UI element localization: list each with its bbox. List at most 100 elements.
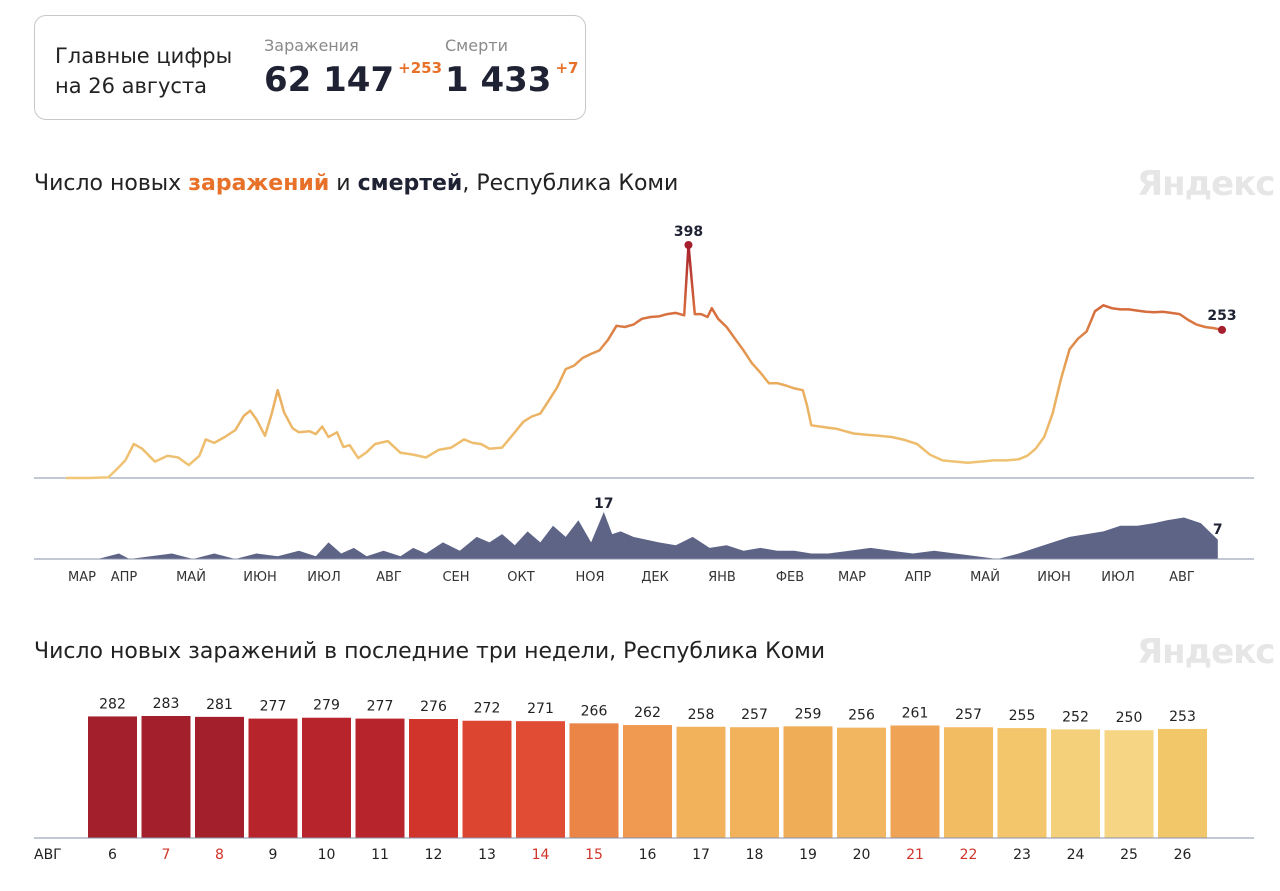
day-label: 12 — [425, 847, 443, 863]
chart1-title-and: и — [329, 171, 358, 196]
deaths-area — [66, 512, 1218, 559]
month-label: МАР — [68, 570, 96, 585]
bar-value-label: 276 — [420, 699, 447, 715]
day-label: 14 — [532, 847, 550, 863]
day-label: 24 — [1067, 847, 1085, 863]
bar-value-label: 255 — [1009, 708, 1036, 724]
bar-value-label: 256 — [848, 708, 875, 724]
infections-last-label: 253 — [1207, 308, 1236, 324]
bar-value-label: 258 — [688, 707, 715, 723]
day-label: 17 — [692, 847, 710, 863]
chart1-title: Число новых заражений и смертей, Республ… — [34, 171, 678, 196]
bar-value-label: 272 — [474, 701, 501, 717]
bar[interactable] — [1104, 730, 1154, 838]
month-label: МАР — [838, 570, 866, 585]
infections-last-marker — [1218, 325, 1226, 334]
infections-stat: Заражения 62 147 +253 — [264, 36, 442, 100]
day-label: 10 — [318, 847, 336, 863]
infections-line — [66, 243, 1223, 480]
chart1-title-infections: заражений — [188, 171, 330, 196]
infections-label: Заражения — [264, 36, 359, 55]
bar-value-label: 250 — [1116, 710, 1143, 726]
month-label: АВГ — [1169, 570, 1195, 585]
bar-value-label: 257 — [955, 707, 982, 723]
deaths-label: Смерти — [445, 36, 508, 55]
month-label: ДЕК — [641, 570, 669, 585]
bar[interactable] — [1158, 728, 1207, 838]
deaths-stat: Смерти 1 433 +7 — [445, 36, 578, 100]
deaths-value: 1 433 — [445, 60, 552, 100]
chart1-title-suffix: , Республика Коми — [462, 171, 679, 196]
bar[interactable] — [88, 716, 137, 838]
bar[interactable] — [409, 719, 458, 838]
bar-value-label: 257 — [741, 707, 768, 723]
bar-value-label: 281 — [206, 697, 233, 713]
bar[interactable] — [141, 716, 191, 838]
bar-value-label: 282 — [99, 696, 126, 712]
bar-value-label: 261 — [902, 705, 929, 721]
infections-peak-marker — [684, 241, 693, 249]
bar[interactable] — [783, 726, 833, 838]
month-label: АВГ — [376, 570, 402, 585]
bar[interactable] — [516, 721, 565, 838]
bar[interactable] — [195, 716, 244, 838]
month-label: АПР — [905, 570, 932, 585]
three-weeks-bar-chart: 282 6 283 7 281 8 277 9 279 10 277 11 276 12 272 13 271 1… — [34, 696, 1254, 863]
bar-value-label: 259 — [795, 706, 822, 722]
day-label: 11 — [371, 847, 389, 863]
bar[interactable] — [302, 717, 351, 838]
day-label: 23 — [1013, 847, 1031, 863]
bar-value-label: 253 — [1169, 709, 1196, 725]
chart1-title-deaths: смертей — [357, 171, 463, 196]
day-label: 21 — [906, 847, 924, 863]
month-label: НОЯ — [575, 570, 604, 585]
day-label: 26 — [1174, 847, 1192, 863]
bar-value-label: 266 — [581, 703, 608, 719]
bar-value-label: 262 — [634, 705, 661, 721]
day-label: 6 — [108, 847, 117, 863]
bar-value-label: 283 — [153, 696, 180, 712]
deaths-peak-label: 17 — [594, 496, 613, 512]
day-label: 19 — [799, 847, 817, 863]
chart1-title-prefix: Число новых — [34, 171, 189, 196]
bar[interactable] — [944, 727, 993, 838]
day-label: 20 — [853, 847, 871, 863]
yandex-watermark-2: Яндекс — [1137, 632, 1275, 672]
bar[interactable] — [248, 718, 298, 838]
month-label: СЕН — [442, 570, 469, 585]
day-label: 13 — [478, 847, 496, 863]
bar[interactable] — [1051, 729, 1100, 838]
summary-card: Главные цифры на 26 августа Заражения 62… — [34, 15, 586, 120]
day-label: 25 — [1120, 847, 1138, 863]
month-label: МАЙ — [970, 569, 1000, 585]
month-label: ОКТ — [507, 570, 534, 585]
bar[interactable] — [462, 720, 512, 838]
month-label: ИЮЛ — [307, 570, 341, 585]
summary-title-line1: Главные цифры — [55, 44, 233, 68]
bar-value-label: 279 — [313, 698, 340, 714]
infections-deaths-chart: 398 253 17 7 МАР АПР МАЙ ИЮН ИЮЛ АВГ СЕН ОКТ НОЯ ДЕК Я… — [34, 224, 1254, 585]
bar[interactable] — [623, 725, 672, 838]
bar[interactable] — [837, 727, 886, 838]
infections-delta: +253 — [398, 59, 443, 77]
summary-title: Главные цифры на 26 августа — [55, 41, 232, 101]
bar[interactable] — [730, 727, 779, 838]
month-label: ФЕВ — [776, 570, 804, 585]
bar[interactable] — [890, 725, 940, 838]
day-label: 7 — [162, 847, 171, 863]
month-prefix-label: АВГ — [34, 847, 62, 863]
bar[interactable] — [997, 728, 1047, 838]
chart2-title: Число новых заражений в последние три не… — [34, 639, 826, 664]
infections-peak-label: 398 — [674, 224, 703, 240]
day-label: 9 — [269, 847, 278, 863]
day-label: 16 — [639, 847, 657, 863]
infections-value: 62 147 — [264, 60, 395, 100]
bar[interactable] — [569, 723, 619, 838]
day-label: 8 — [215, 847, 224, 863]
month-label: ИЮН — [243, 570, 277, 585]
day-label: 18 — [746, 847, 764, 863]
bar[interactable] — [355, 718, 405, 838]
summary-title-line2: на 26 августа — [55, 74, 208, 98]
bar[interactable] — [676, 726, 726, 838]
month-label: ЯНВ — [708, 570, 736, 585]
